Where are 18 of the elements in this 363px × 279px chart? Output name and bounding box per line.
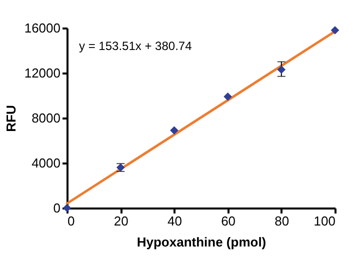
- point: [330, 26, 340, 34]
- x-axis-title: Hypoxanthine (pmol): [136, 234, 266, 250]
- x-tick-label: 40: [167, 214, 182, 228]
- y-tick-label: 8000: [32, 110, 60, 126]
- y-tick-label: 0: [53, 200, 60, 216]
- x-tick-label: 80: [274, 214, 290, 228]
- y-axis-title: RFU: [3, 105, 18, 132]
- y-tick-label: 12000: [24, 66, 60, 80]
- point: [170, 126, 178, 135]
- x-tick-label: 100: [314, 214, 336, 228]
- y-tick-label: 16000: [24, 20, 60, 36]
- annotation: y = 153.51x + 380.74: [79, 39, 192, 53]
- x-tick-label: 20: [114, 214, 128, 228]
- y-tick-label: 4000: [32, 156, 60, 170]
- x-tick-label: 0: [68, 214, 75, 228]
- x-tick-label: 60: [221, 214, 236, 228]
- point: [224, 92, 232, 101]
- point: [277, 65, 286, 74]
